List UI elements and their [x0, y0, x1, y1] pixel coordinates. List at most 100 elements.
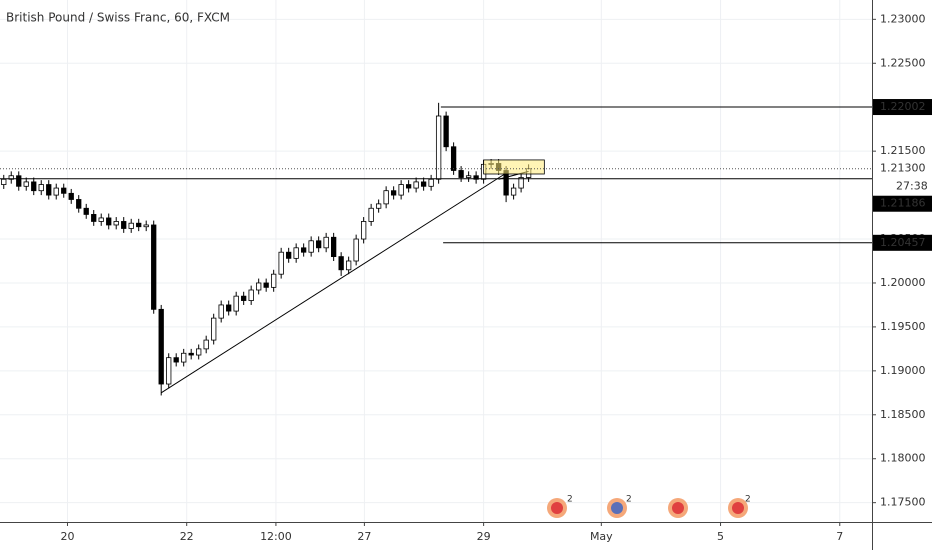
- candle-body: [233, 295, 239, 312]
- event-icon: [672, 502, 684, 514]
- candle-body: [286, 251, 292, 259]
- candle-body: [166, 357, 172, 385]
- candle-body: [31, 181, 37, 192]
- candle-body: [143, 224, 149, 228]
- candle-body: [428, 178, 434, 187]
- candle-body: [473, 175, 479, 180]
- candle-body: [256, 282, 262, 291]
- candle-body: [383, 190, 389, 205]
- y-tick-label: 1.20000: [880, 276, 926, 289]
- highlight-box: [483, 159, 545, 175]
- candle-body: [398, 184, 404, 196]
- candle-body: [346, 260, 352, 271]
- candle-body: [413, 181, 419, 189]
- candle-body: [46, 184, 52, 196]
- candle-body: [443, 115, 449, 148]
- x-tick-label: 7: [836, 530, 843, 543]
- candle-body: [323, 236, 329, 249]
- axes: 1.17500 1.18000 1.18500 1.19000 1.19500 1.200…: [60, 12, 932, 543]
- candle-body: [61, 187, 67, 194]
- event-count: 2: [745, 495, 751, 505]
- candle-body: [1, 178, 7, 185]
- y-tick-label: 1.19500: [880, 320, 926, 333]
- price-label: 1.21186: [880, 197, 926, 210]
- candle-body: [331, 236, 337, 258]
- price-label: 1.20457: [880, 236, 926, 249]
- candle-body: [263, 282, 269, 288]
- event-count: 2: [567, 495, 573, 505]
- candle-body: [173, 357, 179, 363]
- y-tick-label: 1.18000: [880, 452, 926, 465]
- candle-body: [128, 222, 134, 229]
- candle-body: [278, 251, 284, 275]
- candle-body: [420, 181, 427, 187]
- countdown: 27:38: [896, 180, 928, 193]
- x-tick-label: 20: [60, 530, 74, 543]
- x-tick-label: 12:00: [260, 530, 292, 543]
- price-label: 1.22002: [880, 100, 926, 113]
- x-tick-label: 27: [357, 530, 371, 543]
- candle-body: [136, 222, 142, 228]
- candle-body: [248, 289, 254, 301]
- y-tick-label: 1.18500: [880, 408, 926, 421]
- candle-body: [338, 256, 344, 271]
- candle-body: [188, 352, 194, 356]
- y-tick-label: 1.21500: [880, 144, 926, 157]
- event-icon: [732, 502, 744, 514]
- x-tick-label: 5: [717, 530, 724, 543]
- price-label-bg: [873, 99, 932, 116]
- candle-body: [241, 295, 247, 301]
- candle-body: [76, 199, 82, 209]
- candle-body: [518, 177, 524, 189]
- x-tick-label: 22: [180, 530, 194, 543]
- candle-body: [510, 187, 517, 196]
- candle-body: [301, 247, 307, 253]
- candle-body: [271, 273, 277, 288]
- candle-body: [450, 146, 457, 171]
- candle-body: [360, 221, 367, 240]
- candle-body: [16, 175, 22, 187]
- price-label: 1.21300: [880, 162, 926, 175]
- candle-body: [91, 214, 97, 222]
- candle-body: [308, 240, 314, 253]
- candle-body: [375, 203, 382, 209]
- candle-body: [368, 207, 374, 222]
- candle-body: [98, 217, 104, 222]
- x-tick-label: May: [590, 530, 613, 543]
- candle-body: [83, 207, 89, 215]
- event-icon: [611, 502, 623, 514]
- candle-body: [203, 339, 209, 350]
- plot: [0, 102, 872, 396]
- events: 2 2 2: [547, 495, 751, 518]
- price-label-bg: [873, 234, 932, 251]
- y-tick-label: 1.19000: [880, 364, 926, 377]
- x-tick-label: 29: [477, 530, 491, 543]
- candle-body: [8, 175, 14, 180]
- candle-body: [226, 304, 232, 312]
- candle-body: [68, 192, 74, 200]
- grid: [0, 0, 872, 522]
- candle-body: [211, 317, 217, 341]
- candle-body: [435, 115, 442, 180]
- candle-body: [405, 184, 412, 189]
- price-label-bg: [873, 195, 932, 212]
- candle-body: [293, 247, 299, 259]
- candle-body: [113, 221, 119, 226]
- candle-body: [353, 238, 359, 262]
- candle-body: [158, 308, 164, 385]
- candle-body: [458, 170, 464, 178]
- chart-title: British Pound / Swiss Franc, 60, FXCM: [6, 11, 230, 25]
- candle-body: [23, 181, 29, 187]
- candle-body: [181, 352, 187, 363]
- event-icon: [551, 502, 563, 514]
- candle-body: [390, 190, 397, 196]
- candle-body: [106, 217, 112, 226]
- event-count: 2: [626, 495, 632, 505]
- candle-body: [121, 221, 127, 229]
- price-label-bg: [873, 160, 932, 195]
- candle-body: [316, 240, 322, 249]
- candle-body: [151, 224, 157, 310]
